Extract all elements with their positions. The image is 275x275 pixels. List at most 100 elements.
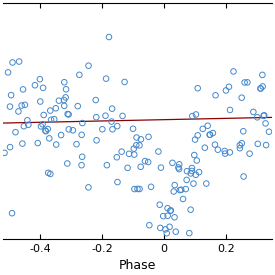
Point bbox=[62, 104, 67, 108]
Point bbox=[168, 208, 172, 213]
Point bbox=[94, 138, 99, 142]
Point bbox=[165, 206, 170, 210]
Point bbox=[17, 59, 21, 64]
Point bbox=[191, 182, 196, 186]
Point bbox=[54, 142, 58, 147]
Point bbox=[196, 86, 200, 90]
Point bbox=[43, 128, 48, 133]
Point bbox=[241, 129, 246, 133]
Point bbox=[264, 143, 268, 147]
Point bbox=[67, 127, 71, 131]
Point bbox=[139, 137, 143, 142]
Point bbox=[168, 248, 172, 253]
Point bbox=[8, 145, 12, 149]
Point bbox=[158, 226, 163, 230]
Point bbox=[54, 106, 58, 111]
Point bbox=[189, 171, 193, 176]
Point bbox=[255, 115, 259, 120]
Point bbox=[86, 64, 91, 68]
Point bbox=[115, 155, 119, 160]
Point bbox=[134, 135, 139, 140]
Point bbox=[179, 188, 183, 192]
Point bbox=[80, 121, 84, 125]
Point bbox=[200, 127, 205, 131]
Point bbox=[177, 162, 182, 166]
Point bbox=[167, 225, 172, 229]
Point bbox=[238, 146, 242, 150]
Point bbox=[120, 114, 125, 118]
Point bbox=[223, 152, 227, 156]
Point bbox=[48, 108, 53, 113]
Point bbox=[38, 77, 42, 81]
Point bbox=[240, 95, 244, 100]
Point bbox=[147, 241, 152, 246]
Point bbox=[159, 165, 163, 170]
Point bbox=[41, 86, 45, 90]
Point bbox=[48, 172, 53, 176]
Point bbox=[20, 141, 24, 146]
Point bbox=[62, 98, 66, 102]
Point bbox=[52, 117, 56, 121]
Point bbox=[185, 169, 189, 174]
Point bbox=[20, 103, 24, 108]
Point bbox=[65, 161, 70, 166]
Point bbox=[238, 143, 242, 147]
Point bbox=[165, 241, 169, 245]
Point bbox=[204, 181, 208, 186]
Point bbox=[208, 133, 212, 137]
Point bbox=[79, 163, 84, 167]
Point bbox=[138, 187, 142, 191]
Point bbox=[127, 152, 131, 156]
Point bbox=[258, 86, 263, 91]
Point bbox=[74, 142, 79, 146]
Point bbox=[104, 76, 108, 81]
Point bbox=[213, 142, 217, 147]
Point bbox=[222, 149, 227, 153]
Point bbox=[71, 128, 75, 133]
Point bbox=[190, 166, 194, 170]
Point bbox=[33, 83, 37, 87]
Point bbox=[172, 215, 177, 219]
Point bbox=[161, 214, 165, 218]
Point bbox=[21, 87, 25, 92]
Point bbox=[49, 118, 53, 122]
Point bbox=[64, 95, 68, 100]
Point bbox=[260, 73, 265, 77]
Point bbox=[207, 133, 212, 137]
Point bbox=[163, 227, 167, 232]
Point bbox=[156, 149, 161, 154]
Point bbox=[194, 112, 198, 117]
Point bbox=[59, 133, 63, 137]
Point bbox=[195, 158, 199, 163]
Point bbox=[76, 104, 80, 108]
Point bbox=[8, 104, 12, 109]
Point bbox=[146, 160, 150, 164]
Point bbox=[122, 80, 127, 84]
Point bbox=[40, 122, 45, 127]
Point bbox=[9, 93, 13, 97]
Point bbox=[228, 150, 232, 155]
Point bbox=[135, 187, 140, 191]
Point bbox=[248, 152, 252, 156]
Point bbox=[267, 130, 271, 134]
Point bbox=[205, 123, 210, 128]
Point bbox=[25, 118, 30, 122]
Point bbox=[192, 153, 197, 157]
Point bbox=[231, 69, 236, 74]
Point bbox=[125, 166, 130, 170]
Point bbox=[6, 70, 10, 75]
Point bbox=[107, 35, 111, 39]
Point bbox=[134, 143, 139, 147]
Point bbox=[149, 185, 153, 189]
Point bbox=[241, 174, 246, 179]
Point bbox=[110, 106, 114, 111]
Point bbox=[203, 145, 207, 150]
Point bbox=[224, 88, 228, 93]
Point bbox=[86, 185, 91, 189]
Point bbox=[132, 152, 136, 157]
Point bbox=[94, 98, 98, 102]
Point bbox=[196, 133, 200, 138]
Point bbox=[193, 138, 197, 142]
Point bbox=[79, 133, 84, 137]
Point bbox=[166, 213, 170, 218]
